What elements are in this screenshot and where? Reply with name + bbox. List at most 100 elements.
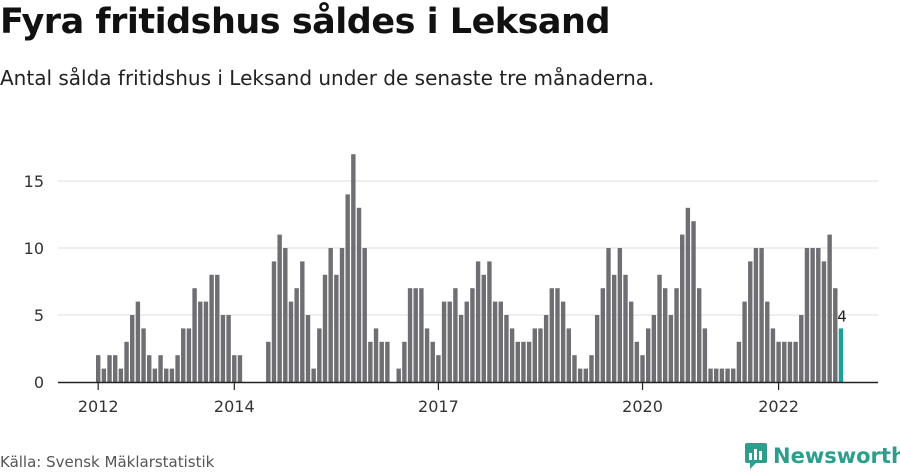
y-axis-ticks: 0 5 10 15 xyxy=(24,172,44,392)
newsworthy-logo-text: Newsworthy xyxy=(773,444,900,468)
x-tick-label: 2012 xyxy=(78,397,119,416)
bar xyxy=(271,261,277,382)
bar xyxy=(181,328,186,382)
bar xyxy=(135,301,141,382)
bar xyxy=(634,341,640,382)
bar xyxy=(787,341,793,382)
bar xyxy=(351,154,356,382)
bar xyxy=(719,368,725,382)
bar xyxy=(504,315,509,382)
bar xyxy=(572,355,577,382)
bar xyxy=(107,355,112,382)
bar xyxy=(226,315,231,382)
bar xyxy=(759,248,764,382)
bar xyxy=(305,315,311,382)
x-tick-label: 2020 xyxy=(622,397,663,416)
bar xyxy=(130,315,135,382)
bar xyxy=(742,301,747,382)
bar xyxy=(419,288,424,382)
bar xyxy=(96,355,101,382)
bar xyxy=(782,341,787,382)
y-tick-label: 0 xyxy=(34,373,44,392)
bar xyxy=(560,301,566,382)
bar xyxy=(623,274,628,382)
bar xyxy=(441,301,447,382)
bar xyxy=(266,341,271,382)
bar xyxy=(118,368,124,382)
bar xyxy=(549,288,554,382)
bar xyxy=(555,288,560,382)
bar xyxy=(362,248,367,382)
bar xyxy=(714,368,719,382)
bar-highlight xyxy=(838,328,844,382)
bar xyxy=(725,368,730,382)
bar xyxy=(827,234,832,382)
bar xyxy=(833,288,838,382)
bar xyxy=(124,341,129,382)
bar xyxy=(697,288,702,382)
bar xyxy=(810,248,815,382)
bar xyxy=(770,328,776,382)
bar xyxy=(237,355,243,382)
bar xyxy=(385,341,390,382)
bar xyxy=(731,368,736,382)
y-tick-label: 5 xyxy=(34,306,44,325)
bar xyxy=(141,328,146,382)
bar xyxy=(765,301,770,382)
bar xyxy=(215,274,220,382)
bar xyxy=(169,368,175,382)
bar xyxy=(475,261,481,382)
y-tick-label: 10 xyxy=(24,239,44,258)
bar xyxy=(283,248,288,382)
bar xyxy=(464,301,469,382)
bar xyxy=(532,328,537,382)
bar xyxy=(175,355,180,382)
bar xyxy=(651,315,657,382)
bar xyxy=(668,315,674,382)
bar xyxy=(209,274,214,382)
bar xyxy=(492,301,498,382)
bar xyxy=(186,328,192,382)
bar xyxy=(339,248,345,382)
bar xyxy=(334,274,339,382)
bar xyxy=(583,368,589,382)
bar xyxy=(685,207,691,382)
bar xyxy=(470,288,475,382)
bar xyxy=(368,341,373,382)
bar xyxy=(379,341,384,382)
bar xyxy=(509,328,515,382)
bar xyxy=(736,341,742,382)
bar xyxy=(611,274,617,382)
bar-chart: 0 5 10 15 2012 2014 2017 2020 2022 4 xyxy=(24,154,878,416)
bar xyxy=(402,341,407,382)
bar xyxy=(498,301,503,382)
bar xyxy=(487,261,492,382)
bar xyxy=(300,261,305,382)
bar xyxy=(702,328,708,382)
bar xyxy=(708,368,713,382)
newsworthy-logo-icon xyxy=(745,443,767,469)
highlight-data-label: 4 xyxy=(837,307,847,325)
bar xyxy=(640,355,645,382)
x-tick-label: 2014 xyxy=(214,397,255,416)
bar xyxy=(657,274,662,382)
bar xyxy=(396,368,401,382)
bar xyxy=(436,355,441,382)
source-note: Källa: Svensk Mäklarstatistik xyxy=(0,453,215,471)
bar xyxy=(543,315,549,382)
bar xyxy=(373,328,379,382)
bar xyxy=(674,288,679,382)
bar xyxy=(198,301,203,382)
bar xyxy=(288,301,294,382)
newsworthy-logo: Newsworthy xyxy=(744,442,900,470)
bar xyxy=(600,288,606,382)
bar xyxy=(821,261,827,382)
bar xyxy=(753,248,759,382)
bar xyxy=(748,261,753,382)
bar xyxy=(413,288,418,382)
bar xyxy=(311,368,316,382)
bar xyxy=(317,328,322,382)
bar xyxy=(481,274,486,382)
bar xyxy=(101,368,107,382)
bar xyxy=(515,341,520,382)
